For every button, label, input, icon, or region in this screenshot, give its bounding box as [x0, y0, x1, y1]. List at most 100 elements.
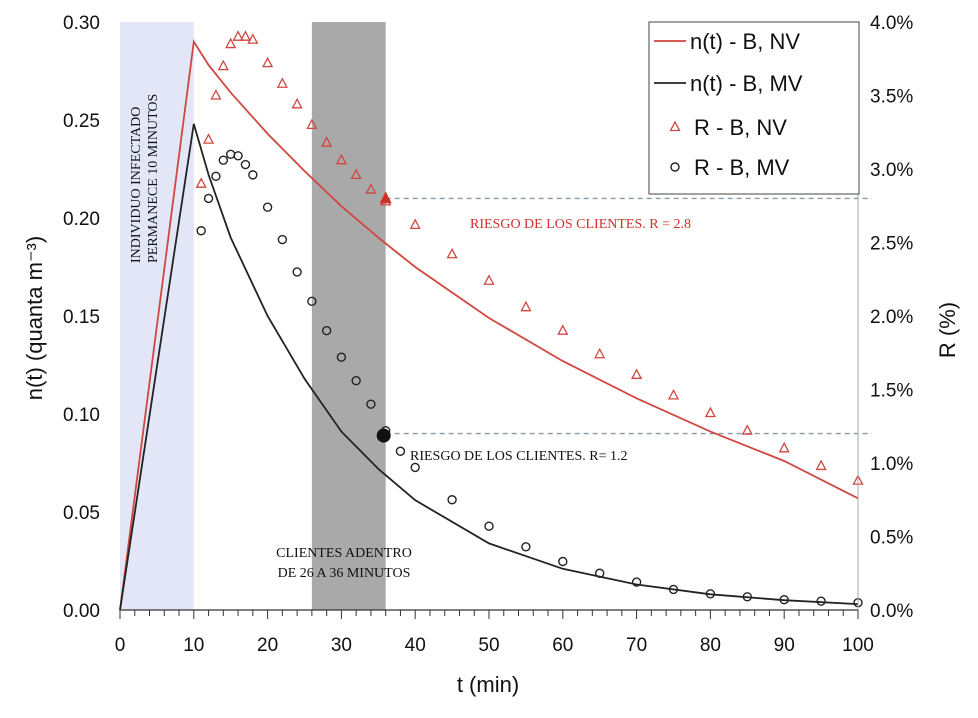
- y-left-tick-label: 0.10: [63, 405, 100, 426]
- circle-marker: [321, 326, 332, 336]
- y-right-tick-label: 3.5%: [870, 87, 913, 108]
- y-right-tick-label: 2.5%: [870, 234, 913, 255]
- y-right-tick-label: 1.5%: [870, 381, 913, 402]
- region-label-infected-line1: INDIVIDUO INFECTADO: [129, 107, 144, 263]
- circle-marker: [225, 149, 236, 160]
- y-left-tick-label: 0.15: [63, 307, 100, 328]
- triangle-marker: [217, 59, 229, 71]
- triangle-marker: [741, 424, 753, 435]
- circle-marker: [668, 584, 679, 595]
- x-tick-label: 40: [405, 635, 426, 656]
- x-tick-label: 90: [774, 635, 795, 656]
- x-axis-title: t (min): [457, 672, 519, 697]
- x-tick-label: 50: [478, 635, 499, 656]
- legend-label: n(t) - B, MV: [690, 71, 803, 96]
- y-right-tick-label: 1.0%: [870, 454, 913, 475]
- triangle-marker: [483, 274, 495, 285]
- y-right-tick-label: 0.5%: [870, 528, 913, 549]
- triangle-marker: [247, 33, 259, 44]
- triangle-marker: [291, 97, 303, 109]
- y-left-tick-label: 0.00: [63, 601, 100, 622]
- circle-marker: [484, 521, 494, 531]
- circle-marker: [631, 577, 642, 587]
- risk-marker-mv: [376, 428, 391, 443]
- circle-marker: [742, 592, 752, 602]
- shaded-region-1: [311, 22, 386, 610]
- series-markers: [195, 30, 864, 608]
- x-tick-label: 80: [700, 635, 721, 656]
- circle-marker: [218, 155, 229, 165]
- triangle-marker: [350, 168, 362, 180]
- triangle-marker: [262, 56, 274, 68]
- reference-lines: [385, 197, 872, 435]
- circle-marker: [307, 296, 317, 306]
- y-right-tick-label: 3.0%: [870, 160, 913, 181]
- circle-marker: [395, 446, 406, 456]
- risk-label-mv: RIESGO DE LOS CLIENTES. R= 1.2: [410, 449, 628, 464]
- circle-marker: [233, 151, 243, 161]
- region-label-clients-line1: CLIENTES ADENTRO: [276, 546, 412, 561]
- legend: n(t) - B, NV n(t) - B, MV R - B, NV R - B, …: [648, 21, 860, 195]
- x-tick-label: 20: [257, 635, 278, 656]
- triangle-marker: [195, 177, 207, 188]
- y-left-tick-label: 0.30: [63, 13, 100, 34]
- y-left-tick-label: 0.05: [63, 503, 100, 524]
- region-label-clients-line2: DE 26 A 36 MINUTOS: [278, 566, 411, 581]
- circle-marker: [779, 595, 789, 605]
- tick-labels: 0 10 20 30 40 50 60 70 80 90 100 0.00 0.05 0.10 0.15 0.…: [22, 13, 960, 697]
- circle-marker: [292, 267, 302, 277]
- triangle-marker: [239, 30, 252, 41]
- circle-marker: [211, 171, 221, 182]
- legend-swatch-circle: [670, 162, 680, 172]
- triangle-marker: [815, 459, 827, 471]
- y-left-tick-label: 0.25: [63, 111, 100, 132]
- triangle-marker: [594, 347, 606, 359]
- y-right-tick-label: 0.0%: [870, 601, 913, 622]
- triangle-marker: [520, 300, 532, 312]
- circle-marker: [277, 234, 288, 245]
- triangle-marker: [365, 183, 377, 194]
- legend-label: n(t) - B, NV: [690, 29, 800, 54]
- x-tick-label: 0: [115, 635, 126, 656]
- triangle-marker: [335, 153, 347, 165]
- annotations: INDIVIDUO INFECTADO PERMANECE 10 MINUTOS C…: [129, 94, 691, 581]
- triangle-marker: [321, 136, 333, 147]
- legend-box: [648, 21, 860, 195]
- triangle-marker: [557, 324, 569, 335]
- triangle-marker: [704, 406, 716, 418]
- triangle-marker: [225, 37, 237, 49]
- circle-marker: [240, 159, 251, 170]
- series-line-0: [119, 39, 859, 611]
- triangle-marker: [306, 118, 318, 130]
- y-left-axis-title: n(t) (quanta m⁻³): [22, 236, 47, 400]
- triangle-marker: [446, 247, 458, 259]
- triangle-marker: [631, 368, 643, 379]
- triangle-marker: [778, 441, 790, 453]
- circle-marker: [366, 399, 376, 409]
- circle-marker: [410, 462, 420, 473]
- circle-marker: [558, 556, 568, 567]
- circle-marker: [816, 596, 826, 606]
- circle-marker: [521, 542, 531, 552]
- circle-marker: [262, 202, 273, 212]
- circle-marker: [447, 495, 457, 505]
- y-right-tick-label: 4.0%: [870, 13, 913, 34]
- x-tick-label: 60: [552, 635, 573, 656]
- triangle-marker: [276, 77, 288, 88]
- legend-swatch-triangle: [669, 120, 681, 132]
- x-tick-label: 100: [842, 635, 874, 656]
- circle-marker: [336, 352, 347, 362]
- x-tick-label: 30: [331, 635, 352, 656]
- region-label-infected-line2: PERMANECE 10 MINUTOS: [146, 94, 161, 263]
- triangle-marker: [210, 89, 222, 100]
- circle-marker: [248, 170, 258, 180]
- triangle-marker: [232, 30, 244, 41]
- y-left-tick-label: 0.20: [63, 209, 100, 230]
- series-line-1: [119, 123, 859, 611]
- x-tick-label: 70: [626, 635, 647, 656]
- y-right-tick-label: 2.0%: [870, 307, 913, 328]
- triangle-marker: [202, 133, 215, 144]
- risk-marker-nv: [379, 191, 392, 204]
